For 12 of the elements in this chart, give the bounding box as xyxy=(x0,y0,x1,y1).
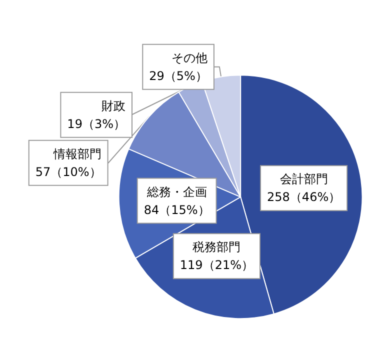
slice-label: 会計部門 xyxy=(280,172,328,186)
slice-label: 税務部門 xyxy=(192,240,241,254)
slice-label: 情報部門 xyxy=(52,146,102,161)
data-label: 258（46%） xyxy=(267,190,341,204)
data-label: 119（21%） xyxy=(180,258,254,272)
data-label: 29（5%） xyxy=(149,68,208,83)
data-label: 19（3%） xyxy=(67,116,126,131)
slice-label: 財政 xyxy=(101,98,126,113)
slice-label: 総務・企画 xyxy=(146,184,207,199)
data-label: 84（15%） xyxy=(144,202,210,217)
data-label: 57（10%） xyxy=(35,164,102,179)
slice-label: その他 xyxy=(171,50,208,65)
